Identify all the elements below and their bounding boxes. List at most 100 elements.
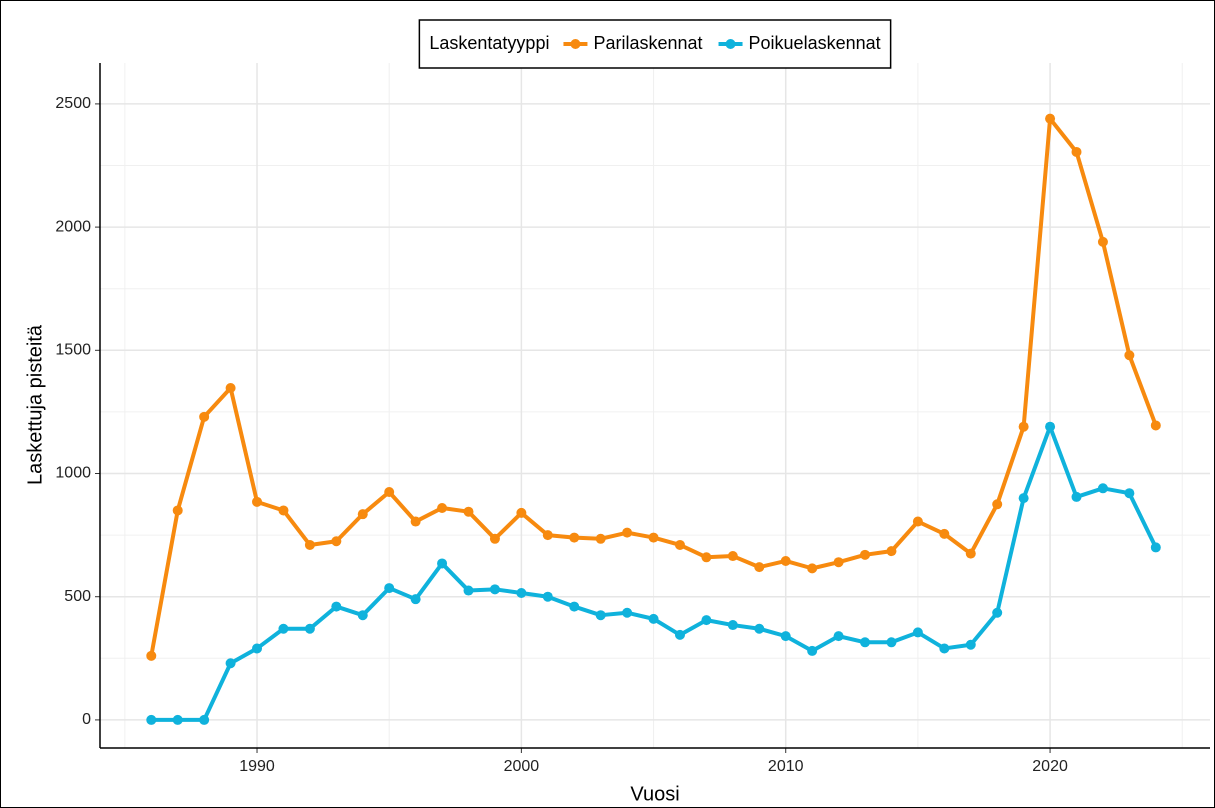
point [780,631,791,642]
point [807,563,818,574]
point [304,539,315,550]
plot-lines [146,113,1161,725]
legend-label: Parilaskennat [593,33,702,53]
point [860,549,871,560]
point [1150,542,1161,553]
point [489,584,500,595]
point [146,650,157,661]
point [965,548,976,559]
point [886,637,897,648]
x-tick-label: 2010 [768,758,804,775]
point [278,623,289,634]
point [569,532,580,543]
point [1071,491,1082,502]
point [833,631,844,642]
point [701,615,712,626]
point [489,533,500,544]
point [569,601,580,612]
point [199,411,210,422]
point [437,558,448,569]
point [1097,483,1108,494]
point [199,714,210,725]
point [912,516,923,527]
point [965,639,976,650]
point [939,528,950,539]
legend-swatch [570,39,581,49]
point [146,714,157,725]
y-tick-label: 1000 [55,465,91,482]
y-tick-label: 1500 [55,342,91,359]
point [886,546,897,557]
point [516,588,527,599]
point [754,562,765,573]
point [542,591,553,602]
point [384,583,395,594]
point [1018,493,1029,504]
y-tick-label: 0 [82,711,91,728]
point [542,530,553,541]
point [463,506,474,517]
x-axis-title: Vuosi [630,783,679,805]
point [357,610,368,621]
point [1150,420,1161,431]
point [992,499,1003,510]
point [252,643,263,654]
point [1124,488,1135,499]
legend-box [418,19,892,69]
y-tick-label: 2000 [55,218,91,235]
point [807,645,818,656]
point [701,552,712,563]
point [331,536,342,547]
point [1018,421,1029,432]
legend: Laskentatyyppi Parilaskennat Poikuelaskenn… [418,19,892,69]
point [357,509,368,520]
point [1045,113,1056,124]
point [622,527,633,538]
point [595,533,606,544]
y-tick-label: 500 [64,588,91,605]
x-tick-label: 1990 [239,758,275,775]
point [622,607,633,618]
point [992,607,1003,618]
point [331,601,342,612]
point [516,507,527,518]
legend-title: Laskentatyyppi [429,33,549,53]
point [912,627,923,638]
point [780,555,791,566]
point [172,505,183,516]
point [648,532,659,543]
point [939,643,950,654]
point [833,557,844,568]
point [595,610,606,621]
y-tick-label: 2500 [55,95,91,112]
point [727,551,738,562]
point [225,383,236,394]
point [648,613,659,624]
point [225,658,236,669]
x-tick-label: 2020 [1032,758,1068,775]
point [463,585,474,596]
point [410,594,421,605]
point [410,516,421,527]
point [1097,236,1108,247]
point [437,503,448,514]
point [172,714,183,725]
point [727,620,738,631]
point [252,496,263,507]
point [860,637,871,648]
y-axis-title: Laskettuja pisteitä [24,324,46,485]
point [754,623,765,634]
point [1071,146,1082,157]
point [674,629,685,640]
legend-swatch [725,39,736,49]
point [674,539,685,550]
point [278,505,289,516]
point [1045,421,1056,432]
point [1124,350,1135,361]
point [304,623,315,634]
legend-label: Poikuelaskennat [749,33,881,53]
x-tick-label: 2000 [504,758,540,775]
point [384,486,395,497]
